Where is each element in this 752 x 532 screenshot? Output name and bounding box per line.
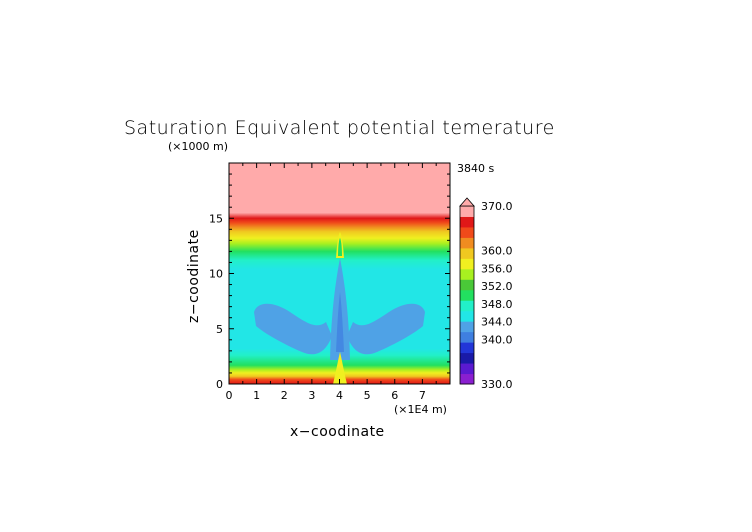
right-lobe-contour [347, 303, 425, 355]
chart-title: Saturation Equivalent potential temeratu… [124, 117, 555, 139]
colorbar-segment [460, 331, 474, 343]
plume-core-contour [336, 292, 344, 352]
colorbar-segment [460, 373, 474, 385]
colorbar-segment [460, 268, 474, 280]
y-unit-label: (×1000 m) [168, 140, 228, 153]
x-unit-label: (×1E4 m) [394, 403, 447, 416]
colorbar-tick-label: 348.0 [481, 298, 513, 311]
colorbar-tick-label: 352.0 [481, 280, 513, 293]
x-tick-label: 0 [226, 389, 233, 402]
colorbar-tick-label: 360.0 [481, 245, 513, 258]
colorbar-segment [460, 321, 474, 333]
y-tick-label: 0 [216, 378, 223, 391]
x-tick-label: 7 [419, 389, 426, 402]
colorbar-segment [460, 237, 474, 249]
colorbar-extend-arrow [459, 197, 475, 207]
y-tick-label: 10 [209, 268, 223, 281]
colorbar-tick-label: 356.0 [481, 262, 513, 275]
colorbar-segment [460, 352, 474, 364]
colorbar-segment [460, 310, 474, 322]
x-tick-label: 1 [253, 389, 260, 402]
colorbar-segment [460, 363, 474, 375]
x-axis: 0 1 2 3 4 5 6 7 [226, 163, 437, 402]
plume-top-inner-contour [338, 238, 342, 256]
colorbar-segment [460, 206, 474, 217]
time-label: 3840 s [457, 162, 494, 175]
colorbar-tick-label: 330.0 [481, 378, 513, 391]
left-lobe-contour [254, 303, 332, 355]
colorbar-segment [460, 258, 474, 270]
x-tick-label: 5 [364, 389, 371, 402]
colorbar-tick-label: 344.0 [481, 316, 513, 329]
colorbar: 370.0 360.0 356.0 352.0 348.0 344.0 340.0 330.0 [459, 197, 513, 391]
y-axis-label: z−coodinate [186, 229, 202, 323]
y-tick-label: 15 [209, 212, 223, 225]
x-tick-label: 6 [391, 389, 398, 402]
x-tick-label: 3 [308, 389, 315, 402]
colorbar-segment [460, 226, 474, 238]
y-tick-label: 5 [216, 323, 223, 336]
colorbar-segment [460, 216, 474, 228]
x-axis-label: x−coodinate [290, 424, 385, 440]
colorbar-segment [460, 289, 474, 301]
x-tick-label: 4 [336, 389, 343, 402]
colorbar-segment [460, 247, 474, 259]
surface-spike-contour [333, 352, 347, 384]
x-tick-label: 2 [281, 389, 288, 402]
colorbar-tick-label: 370.0 [481, 200, 513, 213]
colorbar-segment [460, 279, 474, 291]
colorbar-tick-label: 340.0 [481, 334, 513, 347]
colorbar-segment [460, 300, 474, 312]
colorbar-segment [460, 342, 474, 354]
y-axis: 0 5 10 15 [209, 173, 450, 391]
plot-area [229, 163, 450, 384]
